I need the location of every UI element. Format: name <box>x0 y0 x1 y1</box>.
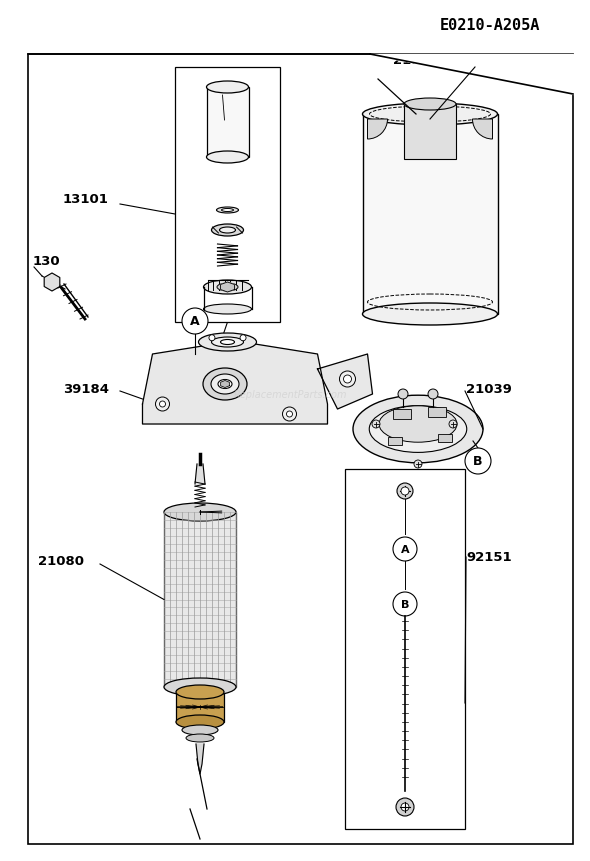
Text: E0210-A205A: E0210-A205A <box>440 18 540 33</box>
Text: A: A <box>190 315 200 328</box>
Circle shape <box>182 308 208 335</box>
Bar <box>428 407 446 418</box>
Bar <box>388 437 402 445</box>
Ellipse shape <box>206 82 248 94</box>
Ellipse shape <box>218 380 232 389</box>
Polygon shape <box>143 344 327 424</box>
Ellipse shape <box>203 369 247 400</box>
Polygon shape <box>196 744 204 774</box>
Ellipse shape <box>219 228 235 233</box>
Circle shape <box>465 449 491 474</box>
Text: 21103: 21103 <box>393 53 439 66</box>
Bar <box>345 469 465 829</box>
Circle shape <box>209 336 215 341</box>
Ellipse shape <box>217 283 238 292</box>
Ellipse shape <box>362 304 497 325</box>
Text: 13101: 13101 <box>63 193 109 207</box>
Ellipse shape <box>369 406 467 453</box>
Ellipse shape <box>211 225 244 237</box>
Circle shape <box>156 398 169 412</box>
Circle shape <box>240 336 246 341</box>
Ellipse shape <box>221 209 234 213</box>
Circle shape <box>343 375 352 383</box>
Ellipse shape <box>353 396 483 463</box>
Text: 21039: 21039 <box>466 383 512 396</box>
Ellipse shape <box>404 99 456 111</box>
Circle shape <box>401 487 409 495</box>
Text: B: B <box>473 455 483 468</box>
Polygon shape <box>317 355 372 410</box>
Ellipse shape <box>217 208 238 214</box>
Circle shape <box>393 592 417 616</box>
Ellipse shape <box>211 375 239 394</box>
Ellipse shape <box>221 340 234 345</box>
Text: 21080: 21080 <box>38 554 84 568</box>
Text: 92151: 92151 <box>466 551 512 564</box>
Ellipse shape <box>186 734 214 742</box>
Text: 39184: 39184 <box>63 383 109 396</box>
Ellipse shape <box>362 104 497 126</box>
Circle shape <box>159 401 166 407</box>
Bar <box>206 88 248 158</box>
Circle shape <box>287 412 293 418</box>
Ellipse shape <box>211 338 244 348</box>
Circle shape <box>414 461 422 468</box>
Text: B: B <box>401 599 409 610</box>
Ellipse shape <box>204 305 251 314</box>
Bar <box>176 692 224 722</box>
Circle shape <box>339 372 356 387</box>
Circle shape <box>401 803 409 811</box>
Ellipse shape <box>379 406 457 443</box>
Ellipse shape <box>204 281 251 294</box>
Ellipse shape <box>182 725 218 735</box>
Ellipse shape <box>206 152 248 164</box>
Polygon shape <box>195 464 205 485</box>
Bar <box>362 115 497 314</box>
Polygon shape <box>44 274 60 292</box>
Ellipse shape <box>198 333 257 351</box>
Bar <box>393 410 411 419</box>
Bar <box>404 105 456 160</box>
Text: ReplacementParts.com: ReplacementParts.com <box>233 389 347 400</box>
Polygon shape <box>221 282 234 293</box>
Bar <box>175 68 280 323</box>
Ellipse shape <box>176 685 224 699</box>
Wedge shape <box>473 120 493 139</box>
Ellipse shape <box>176 715 224 729</box>
Ellipse shape <box>164 504 236 522</box>
Circle shape <box>283 407 297 422</box>
Circle shape <box>372 420 380 429</box>
Circle shape <box>398 389 408 400</box>
Circle shape <box>428 389 438 400</box>
Circle shape <box>397 483 413 499</box>
Circle shape <box>396 798 414 816</box>
Circle shape <box>449 420 457 429</box>
Wedge shape <box>368 120 388 139</box>
Bar <box>438 435 452 443</box>
Polygon shape <box>370 55 573 95</box>
Ellipse shape <box>164 678 236 697</box>
Text: 130: 130 <box>33 255 61 268</box>
Polygon shape <box>221 381 230 388</box>
Circle shape <box>393 537 417 561</box>
Text: A: A <box>401 544 409 554</box>
Bar <box>164 512 236 687</box>
